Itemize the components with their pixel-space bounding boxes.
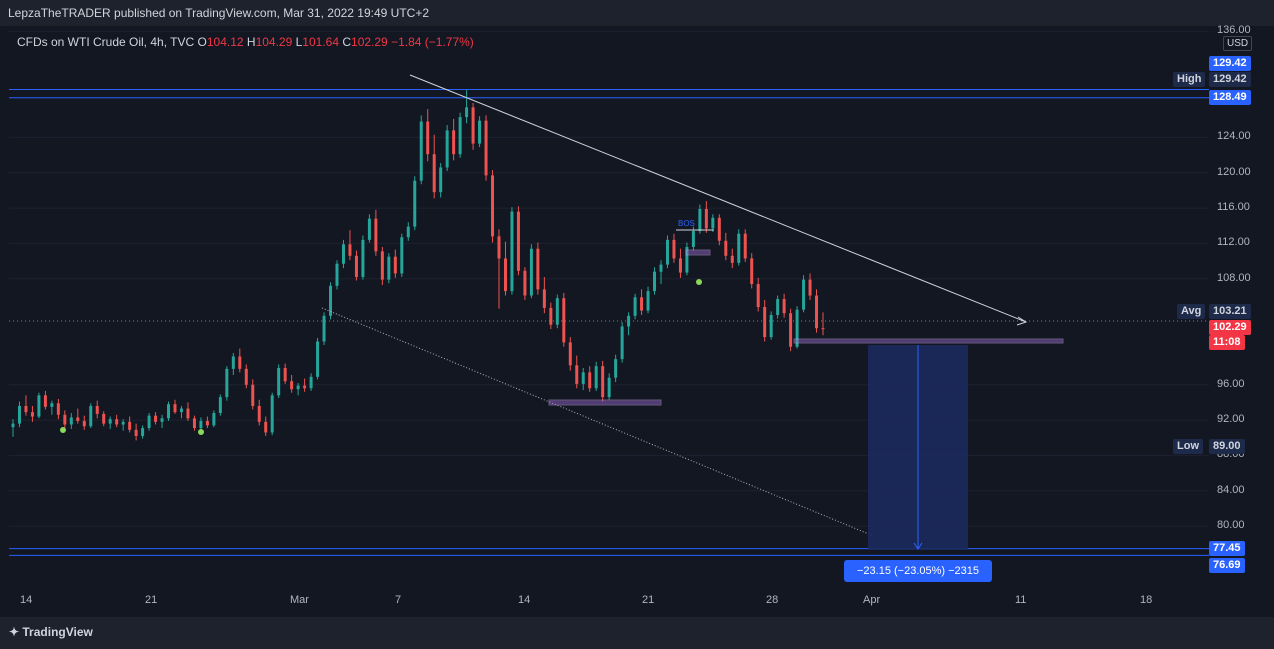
avg-value-tag: 103.21 bbox=[1209, 304, 1251, 319]
time-tick: 14 bbox=[20, 594, 33, 606]
tradingview-logo[interactable]: ✦ TradingView bbox=[9, 625, 93, 639]
legend-close-label: C bbox=[342, 35, 352, 49]
brand-text: TradingView bbox=[22, 625, 93, 639]
price-tick: 120.00 bbox=[1217, 165, 1251, 178]
price-tick: 112.00 bbox=[1217, 236, 1250, 249]
price-tick: 136.00 bbox=[1217, 24, 1251, 37]
currency-button[interactable]: USD bbox=[1223, 36, 1253, 51]
chart-pane[interactable] bbox=[9, 27, 1209, 610]
time-tick: Apr bbox=[863, 594, 881, 606]
price-tick: 80.00 bbox=[1217, 519, 1245, 532]
time-tick: 21 bbox=[642, 594, 655, 606]
legend-symbol: CFDs on WTI Crude Oil, 4h, TVC bbox=[17, 35, 195, 49]
time-tick: 7 bbox=[395, 594, 402, 606]
time-tick: 18 bbox=[1140, 594, 1153, 606]
legend-close: 102.29 bbox=[351, 35, 388, 49]
legend-change: −1.84 (−1.77%) bbox=[391, 35, 474, 49]
price-tick: 96.00 bbox=[1217, 377, 1245, 390]
price-tick: 84.00 bbox=[1217, 483, 1245, 496]
header-bar: LepzaTheTRADER published on TradingView.… bbox=[0, 0, 1274, 26]
time-tick: 21 bbox=[145, 594, 158, 606]
last-price-tag: 102.29 bbox=[1209, 320, 1251, 335]
legend-high: 104.29 bbox=[255, 35, 293, 49]
footer-bar: ✦ TradingView bbox=[0, 617, 1274, 649]
price-tick: 92.00 bbox=[1217, 413, 1245, 426]
measure-label: −23.15 (−23.05%) −2315 bbox=[844, 560, 992, 582]
time-tick: Mar bbox=[290, 594, 309, 606]
bar-countdown-tag: 11:08 bbox=[1209, 335, 1245, 350]
price-tick: 124.00 bbox=[1217, 130, 1251, 143]
high-label-tag: High bbox=[1173, 72, 1206, 87]
symbol-legend: CFDs on WTI Crude Oil, 4h, TVC O104.12 H… bbox=[17, 35, 474, 49]
top-price-tag: 129.42 bbox=[1209, 56, 1251, 71]
legend-high-label: H bbox=[246, 35, 256, 49]
high-value-tag: 129.42 bbox=[1209, 72, 1251, 87]
time-tick: 11 bbox=[1015, 594, 1027, 606]
bottom-price-tag: 76.69 bbox=[1209, 558, 1245, 573]
legend-open: 104.12 bbox=[206, 35, 244, 49]
low-value-tag: 89.00 bbox=[1209, 439, 1245, 454]
target-price-tag: 77.45 bbox=[1209, 541, 1245, 556]
avg-label-tag: Avg bbox=[1177, 304, 1206, 319]
bos-label: BOS bbox=[678, 219, 695, 228]
price-tick: 108.00 bbox=[1217, 271, 1251, 284]
legend-open-label: O bbox=[197, 35, 207, 49]
resistance-price-tag: 128.49 bbox=[1209, 90, 1251, 105]
time-tick: 14 bbox=[518, 594, 531, 606]
tv-icon: ✦ bbox=[9, 625, 23, 639]
legend-low: 101.64 bbox=[302, 35, 339, 49]
publish-title: LepzaTheTRADER published on TradingView.… bbox=[8, 6, 430, 20]
low-label-tag: Low bbox=[1173, 439, 1203, 454]
price-tick: 116.00 bbox=[1217, 201, 1250, 214]
time-tick: 28 bbox=[766, 594, 779, 606]
legend-low-label: L bbox=[295, 35, 303, 49]
